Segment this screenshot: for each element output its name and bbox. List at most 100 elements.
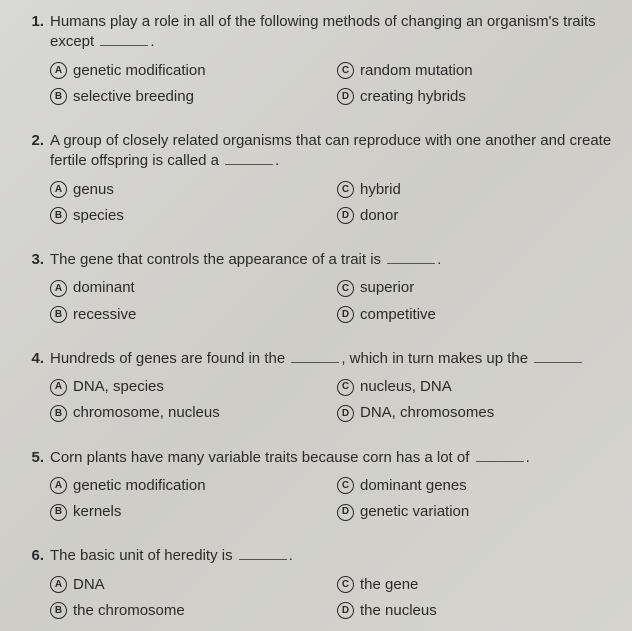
circle-b-icon: B — [50, 405, 67, 422]
option-d[interactable]: DDNA, chromosomes — [337, 403, 614, 423]
circle-a-icon: A — [50, 477, 67, 494]
question-text: The basic unit of heredity is . — [50, 546, 614, 566]
option-label: genus — [73, 180, 114, 200]
question-head: 4. Hundreds of genes are found in the , … — [28, 349, 614, 369]
question-number: 5. — [28, 448, 50, 468]
option-label: dominant genes — [360, 476, 467, 496]
circle-b-icon: B — [50, 88, 67, 105]
circle-c-icon: C — [337, 62, 354, 79]
question-number: 3. — [28, 250, 50, 270]
blank — [100, 33, 148, 47]
question-3: 3. The gene that controls the appearance… — [28, 250, 614, 325]
option-c[interactable]: Crandom mutation — [337, 61, 614, 81]
question-text-after: . — [150, 33, 154, 50]
option-a[interactable]: ADNA — [50, 575, 327, 595]
question-text-before: Hundreds of genes are found in the — [50, 350, 289, 367]
option-label: the gene — [360, 575, 418, 595]
question-text-before: The basic unit of heredity is — [50, 547, 237, 564]
circle-b-icon: B — [50, 306, 67, 323]
option-label: dominant — [73, 278, 135, 298]
option-label: donor — [360, 206, 398, 226]
option-d[interactable]: Ddonor — [337, 206, 614, 226]
question-1: 1. Humans play a role in all of the foll… — [28, 12, 614, 107]
question-text-after: . — [526, 449, 530, 466]
circle-a-icon: A — [50, 379, 67, 396]
option-label: DNA, species — [73, 377, 164, 397]
option-label: genetic modification — [73, 476, 206, 496]
blank — [534, 349, 582, 363]
option-b[interactable]: Bselective breeding — [50, 87, 327, 107]
question-text-after: . — [275, 152, 279, 169]
question-text: Corn plants have many variable traits be… — [50, 448, 614, 468]
option-c[interactable]: Cnucleus, DNA — [337, 377, 614, 397]
option-d[interactable]: Dgenetic variation — [337, 502, 614, 522]
option-c[interactable]: Csuperior — [337, 278, 614, 298]
option-label: the chromosome — [73, 601, 185, 621]
question-6: 6. The basic unit of heredity is . ADNA … — [28, 546, 614, 621]
circle-c-icon: C — [337, 181, 354, 198]
question-text: The gene that controls the appearance of… — [50, 250, 614, 270]
question-head: 1. Humans play a role in all of the foll… — [28, 12, 614, 53]
question-text-before: A group of closely related organisms tha… — [50, 132, 611, 169]
question-text-after: . — [437, 251, 441, 268]
options: ADNA Cthe gene Bthe chromosome Dthe nucl… — [50, 575, 614, 622]
option-a[interactable]: Agenus — [50, 180, 327, 200]
option-c[interactable]: Cdominant genes — [337, 476, 614, 496]
option-d[interactable]: Dthe nucleus — [337, 601, 614, 621]
circle-c-icon: C — [337, 576, 354, 593]
circle-b-icon: B — [50, 602, 67, 619]
question-text-after: , which in turn makes up the — [341, 350, 532, 367]
circle-c-icon: C — [337, 379, 354, 396]
option-label: species — [73, 206, 124, 226]
option-c[interactable]: Cthe gene — [337, 575, 614, 595]
option-b[interactable]: Bspecies — [50, 206, 327, 226]
circle-d-icon: D — [337, 207, 354, 224]
option-b[interactable]: Bkernels — [50, 502, 327, 522]
circle-d-icon: D — [337, 88, 354, 105]
option-label: superior — [360, 278, 414, 298]
option-b[interactable]: Bthe chromosome — [50, 601, 327, 621]
option-c[interactable]: Chybrid — [337, 180, 614, 200]
question-4: 4. Hundreds of genes are found in the , … — [28, 349, 614, 424]
option-label: random mutation — [360, 61, 473, 81]
option-a[interactable]: Agenetic modification — [50, 61, 327, 81]
circle-a-icon: A — [50, 280, 67, 297]
option-a[interactable]: A DNA, species — [50, 377, 327, 397]
question-text-after: . — [289, 547, 293, 564]
circle-a-icon: A — [50, 181, 67, 198]
option-label: hybrid — [360, 180, 401, 200]
circle-d-icon: D — [337, 504, 354, 521]
question-2: 2. A group of closely related organisms … — [28, 131, 614, 226]
question-number: 2. — [28, 131, 50, 151]
circle-b-icon: B — [50, 207, 67, 224]
option-label: competitive — [360, 305, 436, 325]
option-label: DNA — [73, 575, 105, 595]
option-d[interactable]: Dcreating hybrids — [337, 87, 614, 107]
options: Agenus Chybrid Bspecies Ddonor — [50, 180, 614, 227]
option-b[interactable]: Brecessive — [50, 305, 327, 325]
option-label: kernels — [73, 502, 121, 522]
option-label: recessive — [73, 305, 136, 325]
option-d[interactable]: Dcompetitive — [337, 305, 614, 325]
options: Agenetic modification Cdominant genes Bk… — [50, 476, 614, 523]
option-b[interactable]: Bchromosome, nucleus — [50, 403, 327, 423]
quiz-container: 1. Humans play a role in all of the foll… — [28, 12, 614, 621]
option-label: selective breeding — [73, 87, 194, 107]
circle-c-icon: C — [337, 477, 354, 494]
circle-b-icon: B — [50, 504, 67, 521]
option-label: genetic variation — [360, 502, 469, 522]
blank — [239, 547, 287, 561]
option-label: the nucleus — [360, 601, 437, 621]
blank — [476, 448, 524, 462]
option-label: nucleus, DNA — [360, 377, 452, 397]
option-a[interactable]: Adominant — [50, 278, 327, 298]
option-label: genetic modification — [73, 61, 206, 81]
question-head: 5. Corn plants have many variable traits… — [28, 448, 614, 468]
blank — [291, 349, 339, 363]
option-label: creating hybrids — [360, 87, 466, 107]
question-number: 1. — [28, 12, 50, 32]
question-number: 6. — [28, 546, 50, 566]
question-5: 5. Corn plants have many variable traits… — [28, 448, 614, 523]
option-a[interactable]: Agenetic modification — [50, 476, 327, 496]
circle-d-icon: D — [337, 405, 354, 422]
